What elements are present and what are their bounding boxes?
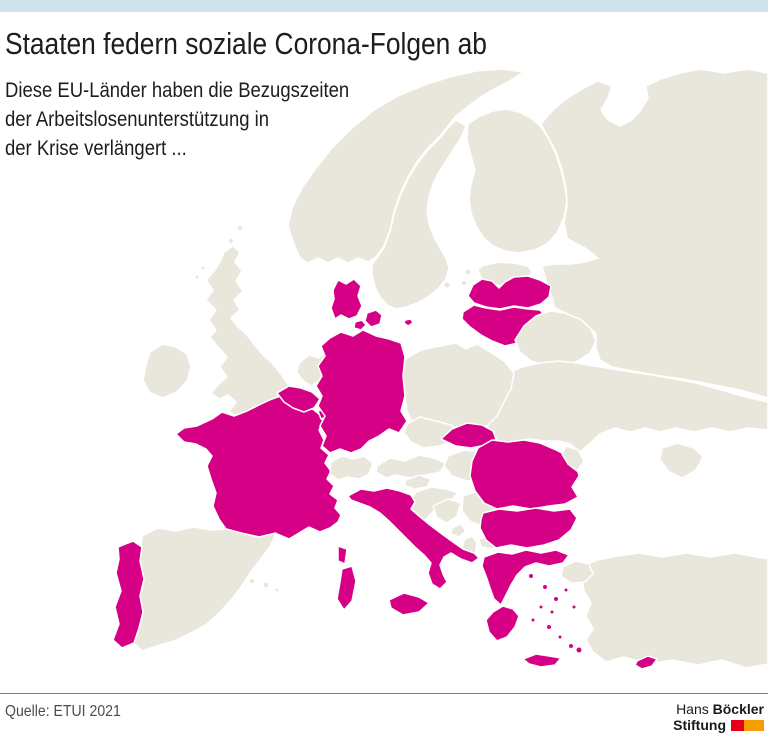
country-denmark-shape: [330, 278, 414, 331]
subtitle-line-1: Diese EU-Länder haben die Bezugszeiten: [5, 79, 350, 102]
country-latvia-shape: [467, 275, 552, 310]
country-slovenia-shape: [403, 474, 432, 490]
country-belarus-shape: [514, 310, 597, 367]
subtitle-line-2: der Arbeitslosenunterstützung in: [5, 108, 270, 131]
country-bosnia-shape: [432, 498, 462, 524]
country-germany-shape: [315, 329, 408, 454]
country-norway-shape: [287, 68, 525, 264]
country-romania-shape: [469, 439, 580, 510]
country-belgium-shape: [276, 385, 321, 413]
page-title: Staaten federn soziale Corona-Folgen ab: [5, 26, 487, 61]
country-turkey-shape: [560, 552, 768, 669]
country-corsica-shape: [337, 545, 348, 565]
logo-orange-block: [744, 720, 764, 731]
logo-red-block: [731, 720, 744, 731]
logo-line-2: Stiftung: [673, 717, 764, 739]
logo-color-blocks: [731, 720, 764, 739]
footer: Quelle: ETUI 2021 Hans Böckler Stiftung: [0, 693, 768, 753]
country-bulgaria-shape: [479, 507, 578, 549]
subtitle: Diese EU-Länder haben die Bezugszeiten d…: [5, 76, 504, 163]
top-accent-bar: [0, 0, 768, 12]
country-cyprus-shape: [634, 655, 658, 670]
country-italy-shape: [336, 487, 480, 616]
country-ukraine-shape: [485, 360, 768, 479]
country-sweden-shape: [371, 119, 467, 310]
country-spain-shape: [133, 526, 280, 652]
country-austria-shape: [375, 454, 447, 479]
country-greece-shape: [481, 549, 583, 668]
subtitle-line-3: der Krise verlängert ...: [5, 137, 187, 160]
country-moldova-shape: [561, 445, 585, 472]
country-montenegro-shape: [450, 523, 467, 538]
country-switzerland-shape: [329, 455, 374, 481]
country-portugal-shape: [112, 540, 145, 649]
country-france-shape: [175, 393, 342, 540]
country-uk-shape: [194, 225, 295, 419]
country-finland-shape: [466, 108, 568, 254]
hans-boeckler-stiftung-logo: Hans Böckler Stiftung: [673, 701, 764, 739]
country-ireland-shape: [142, 343, 192, 399]
source-label: Quelle: ETUI 2021: [5, 703, 121, 720]
header: Staaten federn soziale Corona-Folgen ab …: [5, 26, 572, 163]
logo-line-1: Hans Böckler: [676, 701, 764, 717]
country-slovakia-shape: [440, 422, 497, 449]
country-poland-shape: [401, 342, 515, 434]
